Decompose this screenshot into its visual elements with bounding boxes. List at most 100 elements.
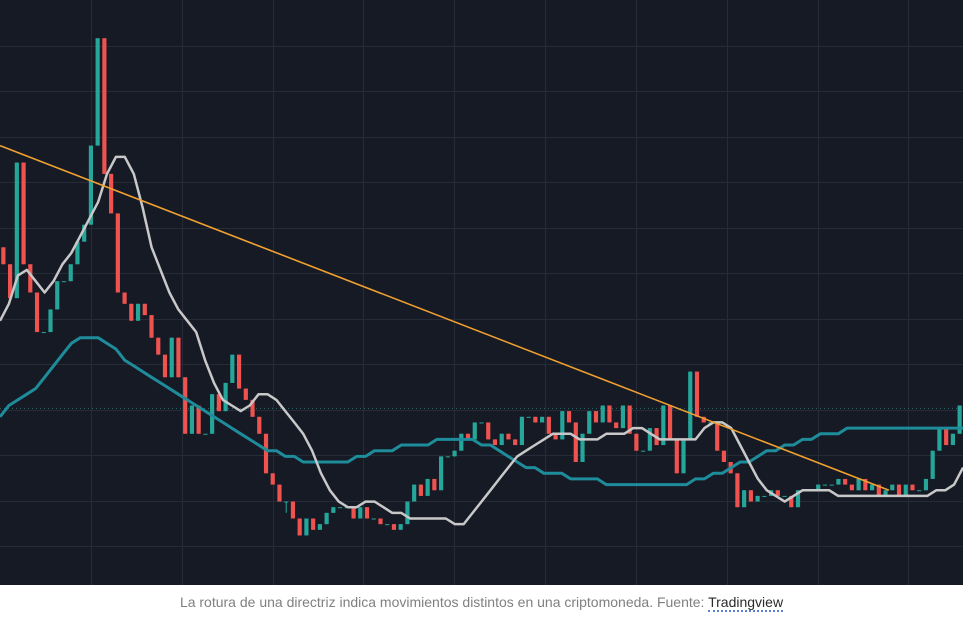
candle-up: [742, 490, 747, 508]
candle-down: [735, 473, 740, 508]
candle-up: [782, 495, 787, 497]
candle-up: [412, 484, 417, 502]
candle-down: [492, 439, 498, 446]
candle-up: [923, 478, 929, 491]
candle-down: [486, 422, 491, 440]
candle-up: [479, 422, 484, 424]
candle-up: [903, 484, 908, 496]
candle-up: [317, 524, 322, 530]
candle-up: [580, 433, 585, 462]
candle-up: [661, 405, 666, 446]
candle-down: [122, 292, 127, 304]
candle-up: [647, 428, 652, 451]
fast-moving-average-line: [0, 155, 963, 526]
candle-up: [223, 382, 228, 412]
candle-down: [257, 416, 262, 434]
candle-down: [34, 292, 40, 333]
candle-down: [1, 247, 6, 265]
candle-up: [135, 303, 141, 321]
candle-down: [277, 484, 282, 502]
candle-up: [88, 145, 94, 225]
candle-up: [371, 518, 376, 520]
candle-up: [526, 416, 531, 418]
candle-down: [573, 422, 578, 462]
candle-down: [142, 303, 147, 316]
candle-up: [856, 478, 861, 491]
candle-down: [896, 484, 902, 496]
candle-down: [694, 371, 700, 417]
trendline: [0, 144, 890, 491]
candle-up: [600, 405, 605, 423]
candle-down: [263, 433, 269, 474]
caption-text: La rotura de una directriz indica movimi…: [179, 594, 709, 610]
candle-up: [890, 484, 895, 491]
candle-up: [560, 411, 565, 440]
candle-up: [324, 512, 329, 525]
candle-down: [674, 439, 679, 474]
candle-down: [28, 264, 33, 293]
candle-up: [459, 433, 464, 451]
candle-up: [519, 416, 524, 446]
candle-up: [937, 428, 942, 451]
candle-down: [162, 354, 168, 378]
candle-up: [169, 337, 174, 378]
candle-up: [883, 490, 888, 496]
candle-up: [331, 507, 336, 513]
candle-up: [917, 490, 922, 492]
candle-up: [869, 484, 875, 491]
candle-up: [795, 490, 801, 508]
candle-down: [667, 405, 673, 440]
candle-up: [41, 332, 46, 334]
candle-up: [641, 450, 646, 452]
candle-up: [405, 501, 410, 525]
candle-down: [910, 484, 915, 491]
candle-down: [351, 507, 356, 519]
candle-down: [391, 524, 397, 530]
candle-up: [755, 495, 760, 502]
candle-down: [8, 264, 13, 299]
candle-down: [607, 405, 612, 423]
candle-down: [876, 484, 881, 496]
candle-down: [849, 484, 854, 491]
chart-area: [0, 0, 963, 585]
candle-down: [149, 315, 154, 338]
candle-up: [950, 433, 955, 446]
candle-up: [230, 354, 235, 383]
candle-down: [21, 162, 26, 265]
candle-down: [546, 416, 551, 434]
slow-moving-average-line: [0, 336, 963, 487]
candle-down: [614, 422, 619, 429]
candle-down: [250, 399, 255, 417]
candle-down: [364, 507, 370, 519]
candle-down: [115, 213, 120, 293]
candle-down: [129, 303, 134, 321]
candle-up: [822, 484, 828, 486]
candle-up: [337, 507, 343, 509]
candle-down: [944, 428, 949, 446]
source-link[interactable]: Tradingview: [708, 594, 784, 612]
candle-down: [593, 411, 599, 423]
candle-down: [378, 518, 383, 525]
candle-down: [290, 501, 296, 519]
candle-down: [196, 405, 201, 434]
candle-up: [540, 416, 545, 423]
candle-up: [816, 484, 821, 491]
candle-up: [499, 433, 504, 446]
candle-down: [843, 478, 848, 485]
candle-up: [957, 405, 962, 434]
candle-up: [472, 422, 477, 440]
candle-down: [156, 337, 161, 355]
candle-up: [304, 518, 309, 536]
candle-up: [95, 38, 100, 146]
candle-down: [216, 394, 221, 412]
candle-down: [465, 433, 471, 440]
candle-up: [358, 507, 363, 519]
candle-down: [506, 433, 511, 440]
candle-down: [311, 518, 316, 530]
candle-up: [762, 495, 767, 497]
candle-down: [775, 490, 780, 496]
candle-down: [789, 495, 794, 508]
candle-down: [863, 478, 868, 491]
candle-up: [452, 450, 457, 457]
candle-down: [627, 405, 632, 434]
